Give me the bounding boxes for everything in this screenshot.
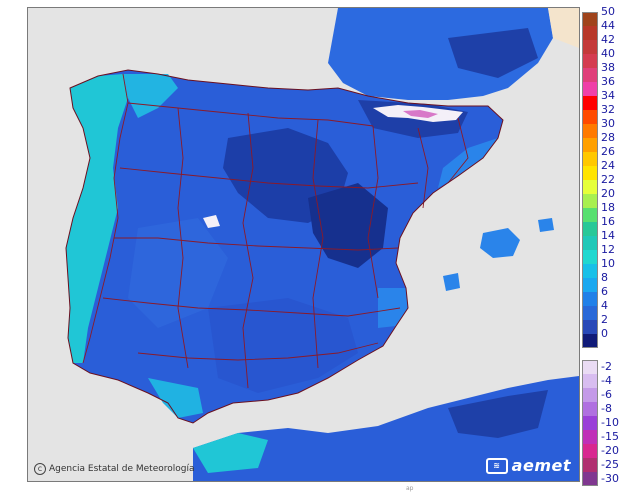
- legend-swatch: [582, 110, 598, 124]
- legend-swatch: [582, 334, 598, 348]
- legend-swatch: [582, 194, 598, 208]
- galicia-zone: [123, 74, 178, 118]
- legend-swatch: [582, 166, 598, 180]
- legend-swatch: [582, 360, 598, 374]
- extremadura-zone: [128, 218, 228, 328]
- legend-swatch: [582, 96, 598, 110]
- legend-swatch: [582, 402, 598, 416]
- legend-swatch: [582, 138, 598, 152]
- menorca-island: [538, 218, 554, 232]
- valencia-coast-zone: [378, 288, 408, 328]
- legend-label: -10: [601, 416, 619, 429]
- legend-swatch: [582, 458, 598, 472]
- legend-label: 10: [601, 257, 615, 270]
- legend-swatch: [582, 278, 598, 292]
- legend-label: 42: [601, 33, 615, 46]
- legend-label: -2: [601, 360, 612, 373]
- legend-swatch: [582, 68, 598, 82]
- legend-label: 22: [601, 173, 615, 186]
- algeria-cold-zone: [448, 390, 548, 438]
- copyright-icon: c: [34, 463, 46, 475]
- legend-swatch: [582, 320, 598, 334]
- province-boundaries: [82, 73, 469, 389]
- legend-swatch: [582, 54, 598, 68]
- legend-swatch: [582, 416, 598, 430]
- legend-label: 6: [601, 285, 608, 298]
- legend-label: 0: [601, 327, 608, 340]
- brand-text: aemet: [511, 456, 571, 475]
- temperature-map: c Agencia Estatal de Meteorología ≋ aeme…: [27, 7, 580, 482]
- legend-label: 26: [601, 145, 615, 158]
- tiny-mark: ap: [406, 485, 414, 492]
- legend-swatch: [582, 222, 598, 236]
- distant-land: [548, 8, 579, 48]
- legend-label: 32: [601, 103, 615, 116]
- legend-swatch: [582, 26, 598, 40]
- aemet-logo: ≋ aemet: [485, 456, 571, 475]
- legend-label: 44: [601, 19, 615, 32]
- credit-line: c Agencia Estatal de Meteorología: [34, 463, 195, 475]
- legend-label: -15: [601, 430, 619, 443]
- legend-swatch: [582, 374, 598, 388]
- legend-swatch: [582, 12, 598, 26]
- legend-swatch: [582, 40, 598, 54]
- legend-swatch: [582, 152, 598, 166]
- legend-label: 14: [601, 229, 615, 242]
- legend-label: -6: [601, 388, 612, 401]
- legend-swatch: [582, 82, 598, 96]
- portugal-coast-zone: [66, 74, 128, 363]
- legend-label: 36: [601, 75, 615, 88]
- legend-swatch: [582, 124, 598, 138]
- legend-label: 34: [601, 89, 615, 102]
- legend-swatch: [582, 306, 598, 320]
- legend-label: 12: [601, 243, 615, 256]
- cadiz-coast-zone: [148, 378, 203, 418]
- legend-swatch: [582, 264, 598, 278]
- aemet-logo-icon: ≋: [485, 457, 508, 474]
- legend-label: -30: [601, 472, 619, 485]
- legend-label: -8: [601, 402, 612, 415]
- france-cold-zone: [448, 28, 538, 78]
- legend-swatch: [582, 180, 598, 194]
- legend-swatch: [582, 430, 598, 444]
- iberian-peninsula: [66, 70, 503, 423]
- legend-label: 4: [601, 299, 608, 312]
- legend-label: 24: [601, 159, 615, 172]
- credit-text: Agencia Estatal de Meteorología: [49, 464, 195, 474]
- legend-label: -25: [601, 458, 619, 471]
- legend-swatch: [582, 388, 598, 402]
- legend-label: 20: [601, 187, 615, 200]
- temperature-legend: 50 44 42 40 38 36 34 32 30 28 26 24 22 20 18 16 14 12 10 8 6…: [582, 6, 630, 486]
- legend-label: 16: [601, 215, 615, 228]
- catalonia-coast-zone: [438, 138, 498, 188]
- legend-swatch: [582, 292, 598, 306]
- map-canvas: [28, 8, 579, 481]
- legend-label: -20: [601, 444, 619, 457]
- morocco-coast-zone: [193, 433, 268, 473]
- legend-swatch: [582, 208, 598, 222]
- legend-label: 30: [601, 117, 615, 130]
- iberian-system-cold-zone: [308, 183, 388, 268]
- coastline: [65, 69, 504, 424]
- ibiza-island: [443, 273, 460, 291]
- legend-swatch: [582, 444, 598, 458]
- mallorca-island: [480, 228, 520, 258]
- legend-label: -4: [601, 374, 612, 387]
- andalusia-zone: [208, 298, 358, 393]
- legend-label: 18: [601, 201, 615, 214]
- legend-label: 8: [601, 271, 608, 284]
- legend-swatch: [582, 250, 598, 264]
- legend-label: 2: [601, 313, 608, 326]
- legend-label: 28: [601, 131, 615, 144]
- legend-label: 38: [601, 61, 615, 74]
- legend-swatch: [582, 472, 598, 486]
- legend-label: 40: [601, 47, 615, 60]
- legend-swatch: [582, 236, 598, 250]
- gredos-snow: [203, 215, 220, 228]
- pyrenees-frost: [403, 110, 438, 118]
- legend-label: 50: [601, 5, 615, 18]
